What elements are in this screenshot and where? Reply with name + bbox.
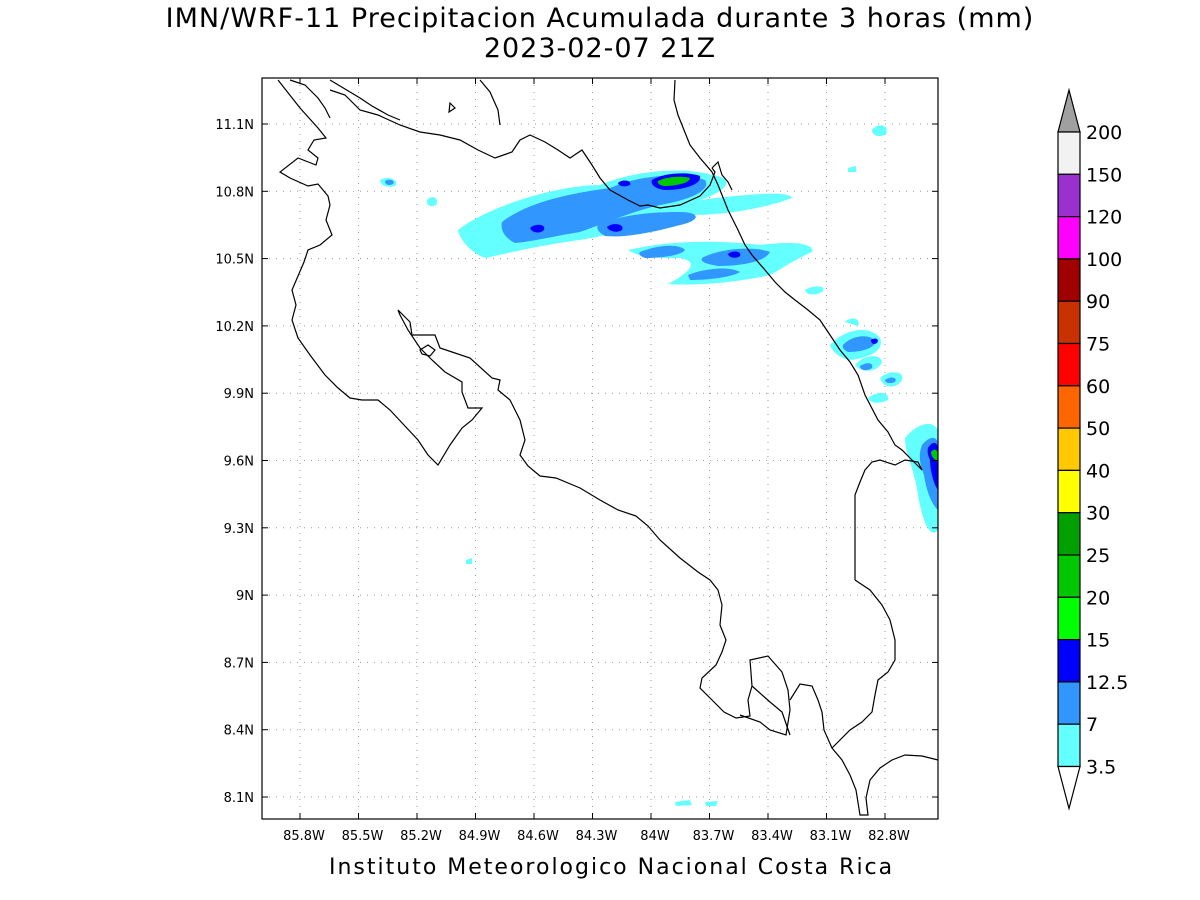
colorbar-segment bbox=[1057, 173, 1081, 218]
lat-tick-label: 8.1N bbox=[224, 791, 254, 806]
colorbar-segment bbox=[1057, 512, 1081, 556]
lat-tick-label: 9N bbox=[236, 589, 254, 604]
colorbar-label: 200 bbox=[1086, 122, 1122, 144]
lon-tick-label: 85.5W bbox=[342, 829, 384, 844]
lat-tick-label: 9.9N bbox=[224, 387, 254, 402]
lat-tick-label: 8.7N bbox=[224, 656, 254, 671]
colorbar-label: 12.5 bbox=[1086, 672, 1128, 694]
lat-tick-label: 9.6N bbox=[224, 455, 254, 470]
colorbar-label: 60 bbox=[1086, 376, 1110, 398]
coastlines bbox=[277, 79, 939, 816]
lon-tick-label: 84W bbox=[640, 829, 670, 844]
lat-tick-label: 10.5N bbox=[215, 253, 254, 268]
colorbar-label: 150 bbox=[1086, 164, 1122, 186]
lon-tick-label: 84.6W bbox=[517, 829, 559, 844]
colorbar-segment bbox=[1057, 681, 1081, 725]
colorbar-segment bbox=[1057, 554, 1081, 598]
colorbar-segment bbox=[1057, 638, 1081, 683]
lon-tick-label: 82.8W bbox=[868, 829, 910, 844]
precipitation-shading bbox=[380, 125, 938, 806]
colorbar-segment bbox=[1057, 596, 1081, 641]
colorbar-under-arrow bbox=[1057, 765, 1081, 811]
lon-tick-label: 85.8W bbox=[283, 829, 325, 844]
colorbar-over-arrow bbox=[1057, 87, 1081, 133]
lon-tick-label: 84.3W bbox=[576, 829, 618, 844]
lat-tick-label: 10.8N bbox=[215, 185, 254, 200]
colorbar-segment bbox=[1057, 131, 1081, 175]
credit-text: Instituto Meteorologico Nacional Costa R… bbox=[329, 855, 895, 880]
colorbar-label: 30 bbox=[1086, 503, 1110, 525]
lon-tick-label: 84.9W bbox=[459, 829, 501, 844]
lon-tick-label: 83.4W bbox=[751, 829, 793, 844]
colorbar-segment bbox=[1057, 385, 1081, 429]
colorbar-label: 100 bbox=[1086, 249, 1122, 271]
colorbar-segment bbox=[1057, 342, 1081, 387]
colorbar-segment bbox=[1057, 258, 1081, 302]
colorbar-segment bbox=[1057, 469, 1081, 514]
grid-lines bbox=[262, 78, 938, 819]
lon-tick-label: 83.7W bbox=[693, 829, 735, 844]
longitude-axis: 85.8W 85.5W 85.2W 84.9W 84.6W 84.3W 84W 83.7W 83… bbox=[283, 78, 910, 844]
colorbar: 200 150 120 100 90 75 60 50 40 30 25 20 15 12.5 7 3.5 bbox=[1057, 87, 1128, 811]
colorbar-label: 20 bbox=[1086, 587, 1110, 609]
colorbar-label: 7 bbox=[1086, 714, 1098, 736]
colorbar-label: 75 bbox=[1086, 334, 1110, 356]
latitude-axis: 11.1N 10.8N 10.5N 10.2N 9.9N 9.6N 9.3N 9N 8.7N 8.… bbox=[215, 118, 938, 806]
colorbar-label: 50 bbox=[1086, 418, 1110, 440]
colorbar-label: 120 bbox=[1086, 207, 1122, 229]
colorbar-segment bbox=[1057, 723, 1081, 768]
colorbar-label: 3.5 bbox=[1086, 757, 1116, 779]
lat-tick-label: 11.1N bbox=[215, 118, 254, 133]
colorbar-label: 40 bbox=[1086, 460, 1110, 482]
colorbar-segment bbox=[1057, 216, 1081, 260]
colorbar-segment bbox=[1057, 300, 1081, 345]
precip-band-15 bbox=[657, 176, 938, 462]
colorbar-label: 25 bbox=[1086, 545, 1110, 567]
lon-tick-label: 85.2W bbox=[400, 829, 442, 844]
colorbar-label: 15 bbox=[1086, 630, 1110, 652]
map-title: IMN/WRF-11 Precipitacion Acumulada duran… bbox=[165, 3, 1035, 34]
lon-tick-label: 83.1W bbox=[810, 829, 852, 844]
lat-tick-label: 8.4N bbox=[224, 724, 254, 739]
map-frame bbox=[261, 77, 939, 820]
colorbar-segment bbox=[1057, 427, 1081, 472]
lat-tick-label: 10.2N bbox=[215, 320, 254, 335]
map-subtitle: 2023-02-07 21Z bbox=[483, 33, 717, 64]
colorbar-label: 90 bbox=[1086, 291, 1110, 313]
lat-tick-label: 9.3N bbox=[224, 522, 254, 537]
